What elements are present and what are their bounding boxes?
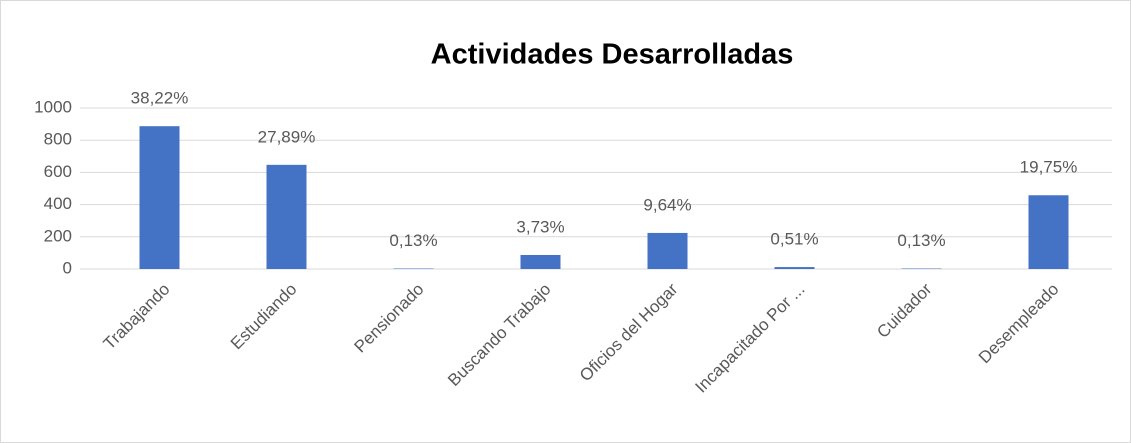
bar [266, 164, 307, 269]
data-label: 9,64% [643, 195, 691, 214]
data-label: 19,75% [1020, 158, 1078, 177]
y-tick-label: 800 [44, 130, 72, 149]
chart-title: Actividades Desarrolladas [431, 39, 794, 71]
bar [520, 254, 561, 269]
data-label: 38,22% [131, 89, 189, 108]
data-label: 3,73% [516, 217, 564, 236]
y-tick-label: 0 [63, 258, 72, 277]
y-tick-label: 1000 [34, 97, 72, 116]
data-label: 0,13% [897, 231, 945, 250]
data-label: 0,51% [770, 230, 818, 249]
data-label: 27,89% [258, 127, 316, 146]
y-tick-label: 400 [44, 194, 72, 213]
y-tick-label: 200 [44, 226, 72, 245]
y-tick-label: 600 [44, 162, 72, 181]
bar [774, 267, 815, 269]
bar [139, 126, 180, 270]
bar [1028, 195, 1069, 269]
bar [647, 232, 688, 269]
data-label: 0,13% [389, 231, 437, 250]
